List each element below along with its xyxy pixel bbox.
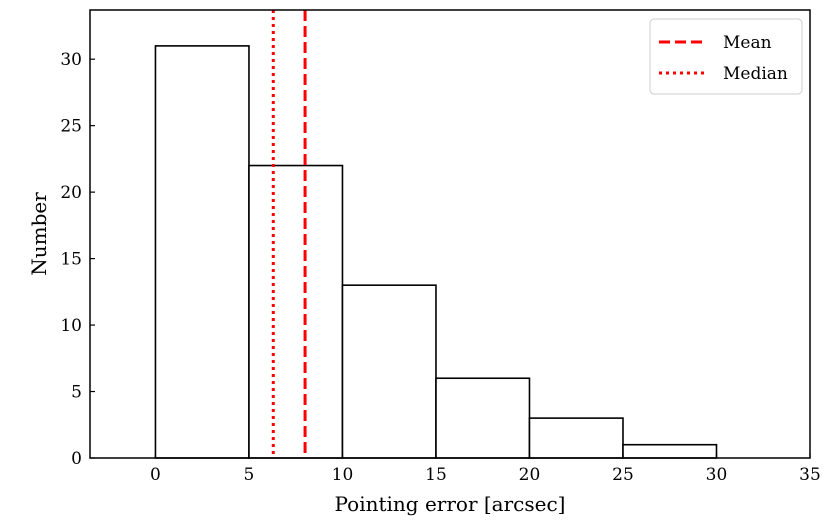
y-tick-label: 20 [60,183,82,203]
histogram-bar [248,164,344,459]
plot-frame [89,9,811,459]
x-axis-label: Pointing error [arcsec] [335,492,566,516]
x-tick-label: 30 [706,465,728,485]
x-axis-ticks: 0 5 10 15 20 25 30 35 [150,453,821,485]
y-tick-label: 25 [60,117,82,137]
y-axis-ticks: 0 5 10 15 20 25 30 [60,50,95,469]
histogram-bar [341,284,437,459]
y-axis-label: Number [27,192,51,276]
legend-median-label: Median [723,64,788,84]
histogram-bar [622,443,718,459]
y-tick-label: 0 [71,449,82,469]
histogram-bar [154,45,250,459]
histogram-bar [435,377,531,459]
legend-box [649,18,803,95]
y-tick-label: 5 [71,383,82,403]
legend-mean-label: Mean [723,33,772,53]
reference-lines [271,10,307,458]
x-tick-label: 0 [150,465,161,485]
legend: Mean Median [649,18,803,95]
x-tick-label: 10 [332,465,354,485]
y-tick-label: 30 [60,50,82,70]
x-tick-label: 35 [799,465,821,485]
x-tick-label: 25 [612,465,634,485]
histogram-bars [154,45,718,459]
histogram-bar [528,417,624,459]
x-tick-label: 20 [519,465,541,485]
y-tick-label: 15 [60,250,82,270]
x-tick-label: 15 [425,465,447,485]
y-tick-label: 10 [60,316,82,336]
x-tick-label: 5 [244,465,255,485]
